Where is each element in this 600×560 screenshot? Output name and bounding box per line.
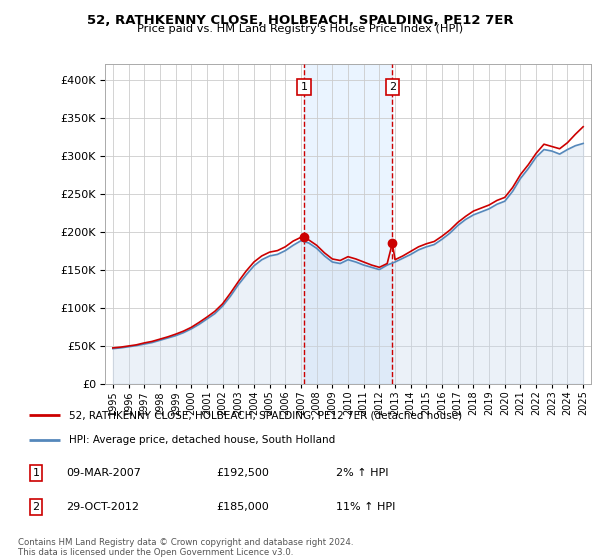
Text: £192,500: £192,500: [216, 468, 269, 478]
Text: 52, RATHKENNY CLOSE, HOLBEACH, SPALDING, PE12 7ER (detached house): 52, RATHKENNY CLOSE, HOLBEACH, SPALDING,…: [69, 410, 462, 420]
Text: £185,000: £185,000: [216, 502, 269, 512]
Text: 11% ↑ HPI: 11% ↑ HPI: [336, 502, 395, 512]
Text: 1: 1: [32, 468, 40, 478]
Text: 09-MAR-2007: 09-MAR-2007: [66, 468, 141, 478]
Text: Price paid vs. HM Land Registry's House Price Index (HPI): Price paid vs. HM Land Registry's House …: [137, 24, 463, 34]
Text: 2: 2: [389, 82, 396, 92]
Text: HPI: Average price, detached house, South Holland: HPI: Average price, detached house, Sout…: [69, 435, 335, 445]
Text: Contains HM Land Registry data © Crown copyright and database right 2024.
This d: Contains HM Land Registry data © Crown c…: [18, 538, 353, 557]
Bar: [304, 64, 392, 384]
Text: 52, RATHKENNY CLOSE, HOLBEACH, SPALDING, PE12 7ER: 52, RATHKENNY CLOSE, HOLBEACH, SPALDING,…: [86, 14, 514, 27]
Text: 2: 2: [32, 502, 40, 512]
Text: 1: 1: [301, 82, 307, 92]
Text: 2% ↑ HPI: 2% ↑ HPI: [336, 468, 389, 478]
Text: 29-OCT-2012: 29-OCT-2012: [66, 502, 139, 512]
